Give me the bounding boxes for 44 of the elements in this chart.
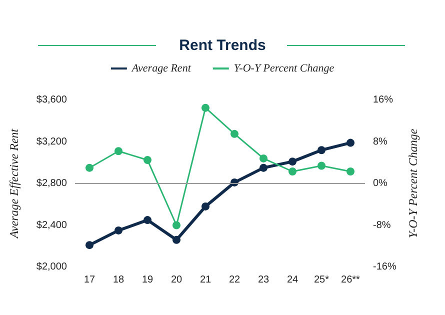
x-tick-label: 20 <box>170 274 182 286</box>
y2-tick-label: 8% <box>373 136 388 148</box>
x-tick-label: 25* <box>314 274 330 286</box>
point <box>172 236 180 244</box>
point <box>202 104 210 112</box>
y-axis-title: Average Effective Rent <box>7 128 21 240</box>
point <box>260 154 268 162</box>
point <box>346 138 354 147</box>
x-tick-label: 19 <box>142 274 154 286</box>
legend-label: Average Rent <box>130 62 192 74</box>
x-tick-label: 26** <box>341 274 360 286</box>
point <box>144 216 152 224</box>
chart-title: Rent Trends <box>179 37 266 54</box>
point <box>86 164 94 172</box>
point <box>144 156 152 164</box>
y2-tick-label: -16% <box>373 262 396 272</box>
point <box>288 168 296 176</box>
y2-tick-label: 16% <box>373 94 394 106</box>
y2-tick-label: -8% <box>373 220 391 231</box>
y-tick-label: $3,200 <box>36 136 68 148</box>
y-tick-label: $2,000 <box>36 262 68 272</box>
x-tick-label: 23 <box>258 274 270 286</box>
point <box>288 158 296 166</box>
x-tick-label: 18 <box>112 274 124 286</box>
point <box>202 202 210 210</box>
point <box>346 168 354 176</box>
x-tick-label: 24 <box>286 274 298 286</box>
legend-label: Y-O-Y Percent Change <box>234 62 334 74</box>
point <box>260 164 268 172</box>
y-tick-label: $2,800 <box>36 178 68 189</box>
point <box>230 130 238 138</box>
point <box>318 162 326 170</box>
y2-axis-title: Y-O-Y Percent Change <box>406 128 420 238</box>
point <box>114 147 122 156</box>
point <box>318 146 326 154</box>
y-tick-label: $3,600 <box>36 94 68 106</box>
x-tick-label: 21 <box>200 274 212 286</box>
y-tick-label: $2,400 <box>36 220 68 231</box>
point <box>114 226 122 234</box>
point <box>86 241 94 250</box>
x-tick-label: 22 <box>228 274 240 286</box>
x-tick-label: 17 <box>84 274 96 286</box>
y2-tick-label: 0% <box>373 178 388 189</box>
point <box>172 221 180 230</box>
